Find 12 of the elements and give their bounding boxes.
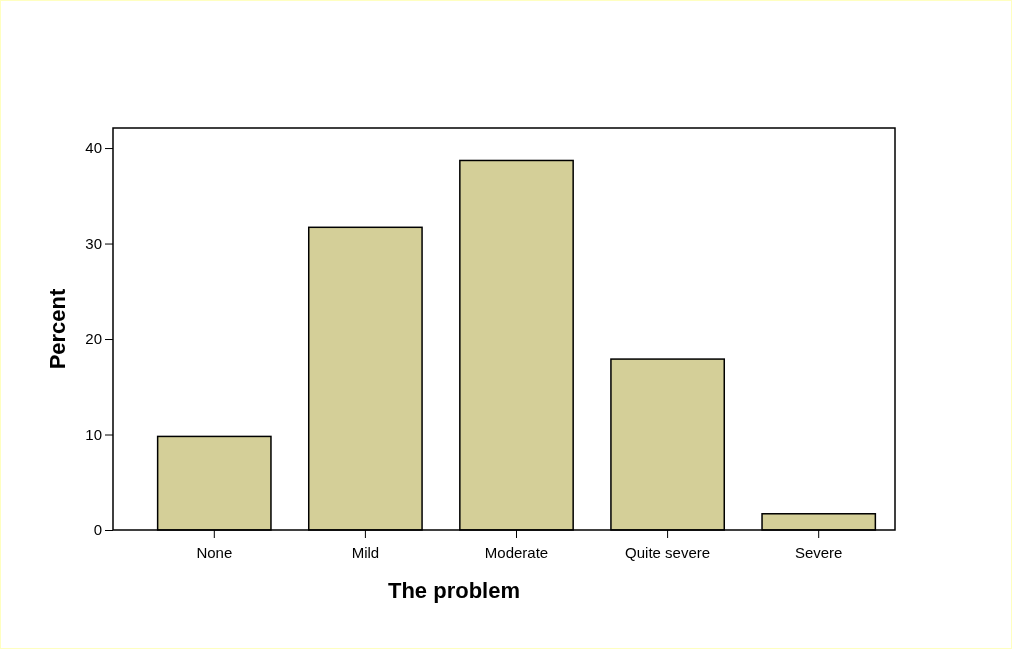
x-tick-label: Quite severe xyxy=(625,543,711,561)
y-tick-label: 40 xyxy=(85,139,102,157)
y-tick-label: 10 xyxy=(85,425,102,443)
y-tick-label: 20 xyxy=(85,330,102,348)
x-tick-label: Mild xyxy=(351,543,380,561)
x-tick-label: None xyxy=(196,543,233,561)
x-tick-label: Moderate xyxy=(484,543,549,561)
x-tick-label: Severe xyxy=(794,543,843,561)
y-tick-label: 30 xyxy=(85,234,102,252)
y-tick-label: 0 xyxy=(93,521,102,539)
x-axis-title: The problem xyxy=(387,578,521,603)
y-axis-title: Percent xyxy=(45,287,70,370)
